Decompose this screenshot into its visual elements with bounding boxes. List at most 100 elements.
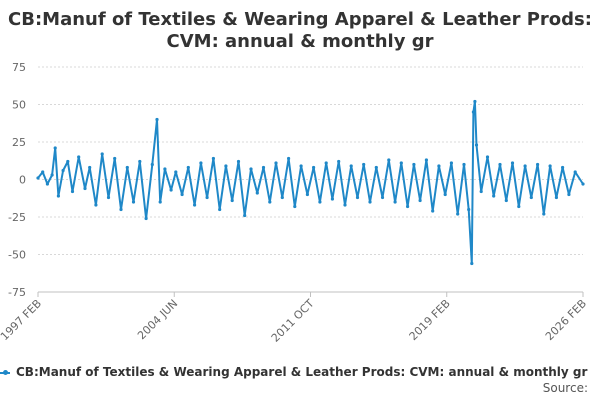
y-tick-label: -50 (8, 249, 26, 262)
data-point (155, 117, 159, 122)
data-point (305, 192, 309, 197)
data-point (274, 161, 278, 165)
chart-title-line-1: CB:Manuf of Textiles & Wearing Apparel &… (8, 9, 592, 30)
data-point (362, 162, 366, 167)
data-point (312, 165, 316, 170)
data-point (355, 195, 360, 200)
data-point (330, 197, 334, 201)
data-point (299, 164, 303, 168)
y-tick-label: -75 (8, 286, 26, 299)
data-point (249, 167, 253, 171)
data-point (180, 192, 184, 197)
data-point (45, 182, 50, 186)
legend[interactable]: CB:Manuf of Textiles & Wearing Apparel &… (0, 364, 600, 382)
data-point (158, 200, 162, 204)
data-point (50, 173, 54, 177)
data-point (293, 204, 297, 209)
y-tick-label: 25 (12, 136, 26, 149)
data-point (548, 164, 552, 168)
data-point (529, 195, 533, 200)
data-point (41, 170, 45, 174)
data-point (523, 164, 527, 168)
data-point (88, 165, 92, 170)
data-point (456, 212, 460, 216)
data-point (236, 159, 241, 164)
data-point (224, 164, 228, 168)
data-point (61, 168, 65, 173)
data-point (393, 200, 397, 204)
data-point (517, 204, 521, 209)
data-point (567, 192, 571, 197)
data-point (399, 161, 403, 165)
data-point (387, 158, 391, 162)
data-point (243, 213, 247, 218)
data-point (498, 162, 502, 167)
x-tick-label: 2026 FEB (543, 297, 589, 343)
x-tick-label: 2004 JUN (135, 297, 180, 342)
y-tick-label: 75 (12, 61, 26, 74)
data-point (66, 159, 70, 164)
data-point (324, 161, 328, 165)
data-point (349, 164, 353, 168)
data-point (368, 200, 372, 204)
data-point (554, 195, 559, 200)
data-point (581, 182, 585, 186)
data-point (536, 162, 540, 167)
data-point (479, 189, 483, 194)
data-point (144, 216, 148, 221)
data-point (473, 99, 477, 104)
data-point (424, 158, 428, 162)
data-point (462, 162, 466, 167)
data-point (431, 209, 435, 213)
data-point (106, 195, 111, 200)
data-point (492, 194, 496, 198)
data-point (94, 203, 98, 207)
data-point (467, 207, 471, 212)
data-point (406, 204, 410, 209)
data-point (199, 161, 203, 165)
y-tick-label: 0 (19, 174, 26, 187)
data-point (150, 162, 154, 167)
data-point (437, 164, 441, 168)
data-point (70, 189, 75, 194)
data-point (474, 143, 479, 147)
data-point (36, 176, 40, 180)
data-point (174, 170, 178, 174)
data-point (205, 195, 209, 200)
data-point (125, 165, 129, 170)
data-point (163, 167, 167, 171)
data-point (561, 165, 565, 170)
data-point (255, 191, 259, 195)
legend-marker-icon (3, 370, 8, 375)
data-point (471, 110, 475, 114)
data-point (113, 156, 117, 161)
data-point (412, 162, 416, 167)
data-point (138, 159, 142, 164)
x-tick-label: 2019 FEB (407, 297, 453, 343)
legend-series-name: CB:Manuf of Textiles & Wearing Apparel &… (16, 365, 588, 379)
data-point (83, 186, 87, 191)
data-point (169, 188, 173, 192)
data-point (218, 207, 222, 212)
data-point (573, 170, 577, 174)
data-point (443, 192, 447, 197)
data-point (53, 146, 57, 150)
data-point (504, 198, 508, 203)
y-axis-tick-labels: 75 50 25 0 -25 -50 -75 (8, 61, 26, 299)
data-point (77, 155, 81, 159)
data-point (449, 161, 453, 165)
data-point (287, 156, 291, 161)
data-point (418, 198, 422, 203)
data-point (374, 165, 378, 170)
data-point (510, 161, 515, 165)
x-axis-tick-labels: 1997 FEB 2004 JUN 2011 OCT 2019 FEB 2026 FEB (0, 297, 589, 345)
source-label: Source: (542, 381, 588, 395)
chart-title-line-2: CVM: annual & monthly gr (166, 31, 434, 52)
data-point (193, 203, 197, 207)
data-point (268, 200, 272, 204)
series-layer (36, 99, 585, 266)
data-point (542, 212, 546, 216)
data-point (380, 195, 385, 200)
data-point (186, 165, 190, 170)
